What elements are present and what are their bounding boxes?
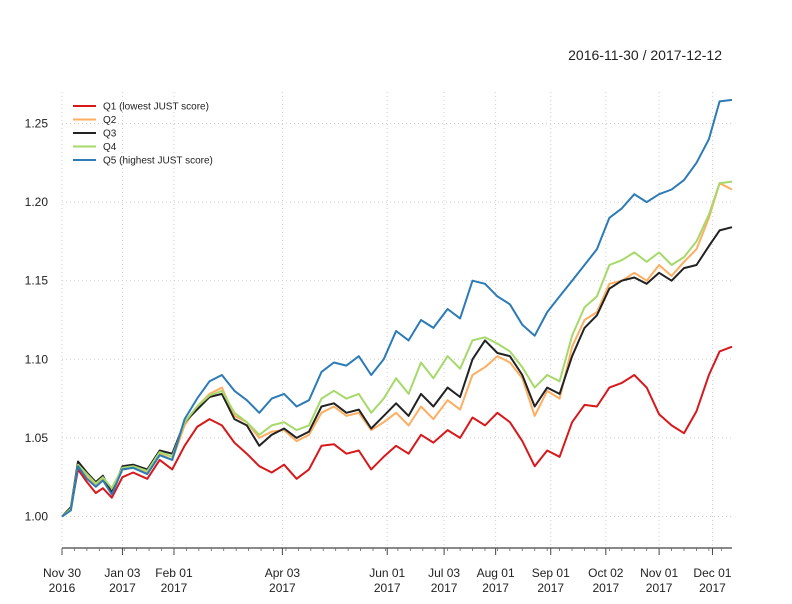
x-tick-label: Dec 01	[693, 566, 731, 580]
x-tick-label: Nov 30	[43, 566, 81, 580]
x-tick-year-label: 2017	[374, 581, 401, 595]
legend-label-q2: Q2	[103, 115, 117, 126]
series-line-q3	[61, 226, 733, 518]
x-tick-label: Oct 02	[588, 566, 624, 580]
y-tick-label: 1.00	[25, 510, 49, 524]
series-line-q4	[61, 180, 733, 518]
y-tick-label: 1.25	[25, 116, 49, 130]
legend: Q1 (lowest JUST score) Q2 Q3 Q4 Q5 (highest …	[73, 102, 213, 167]
x-tick-year-label: 2017	[592, 581, 619, 595]
x-tick-label: Jan 03	[104, 566, 140, 580]
y-tick-label: 1.15	[25, 274, 49, 288]
legend-label-q5: Q5 (highest JUST score)	[103, 156, 213, 167]
x-tick-label: Aug 01	[477, 566, 515, 580]
x-tick-label: Nov 01	[640, 566, 678, 580]
legend-label-q4: Q4	[103, 142, 117, 153]
x-tick-year-label: 2016	[49, 581, 76, 595]
x-tick-year-label: 2017	[269, 581, 296, 595]
x-tick-year-label: 2017	[482, 581, 509, 595]
x-tick-label: Jul 03	[428, 566, 460, 580]
x-tick-label: Feb 01	[155, 566, 193, 580]
x-tick-year-label: 2017	[699, 581, 726, 595]
x-tick-label: Apr 03	[265, 566, 301, 580]
x-tick-year-label: 2017	[431, 581, 458, 595]
series-line-q1	[61, 345, 733, 518]
legend-label-q1: Q1 (lowest JUST score)	[103, 102, 209, 113]
x-tick-year-label: 2017	[646, 581, 673, 595]
x-tick-year-label: 2017	[109, 581, 136, 595]
legend-label-q3: Q3	[103, 129, 117, 140]
gridlines	[61, 92, 732, 548]
x-tick-label: Jun 01	[369, 566, 405, 580]
x-tick-year-label: 2017	[161, 581, 188, 595]
series-lines	[61, 98, 733, 518]
series-line-q2	[61, 182, 733, 518]
x-tick-year-label: 2017	[537, 581, 564, 595]
y-tick-label: 1.20	[25, 195, 49, 209]
y-tick-label: 1.05	[25, 431, 49, 445]
date-range-label: 2016-11-30 / 2017-12-12	[568, 47, 722, 63]
x-tick-label: Sep 01	[532, 566, 570, 580]
y-tick-label: 1.10	[25, 352, 49, 366]
series-line-q5	[61, 98, 733, 518]
